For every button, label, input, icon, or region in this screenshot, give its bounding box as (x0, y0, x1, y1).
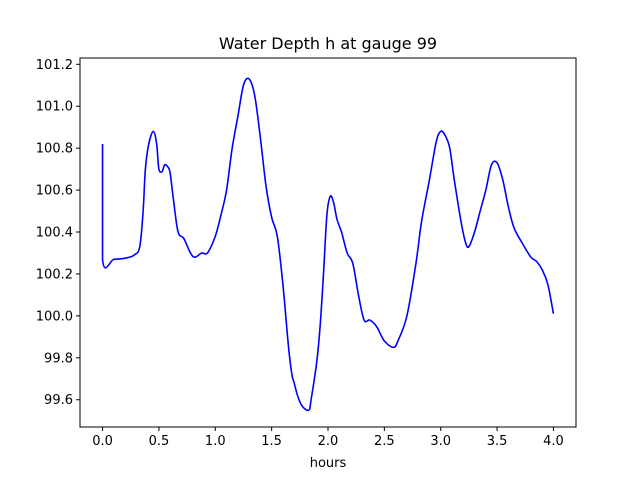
x-tick-label: 1.0 (205, 434, 226, 449)
y-tick-label: 100.4 (36, 226, 73, 241)
y-axis-ticks: 99.6 99.8 100.0 100.2 100.4 100.6 100.8 101.0 10… (36, 58, 80, 408)
y-tick-label: 101.0 (36, 100, 73, 115)
x-tick-label: 0.0 (92, 434, 113, 449)
y-tick-label: 100.0 (36, 309, 73, 324)
series-layer (101, 77, 555, 412)
y-tick-label: 99.8 (44, 351, 73, 366)
x-tick-label: 2.0 (318, 434, 339, 449)
y-tick-label: 100.2 (36, 267, 73, 282)
x-tick-label: 4.0 (543, 434, 564, 449)
y-tick-label: 99.6 (44, 393, 73, 408)
x-tick-label: 3.5 (487, 434, 508, 449)
series-line (101, 77, 555, 412)
x-tick-label: 2.5 (374, 434, 395, 449)
plot-area-frame (79, 57, 577, 428)
x-axis-label: hours (310, 456, 347, 471)
chart-title: Water Depth h at gauge 99 (219, 34, 437, 53)
x-tick-label: 3.0 (430, 434, 451, 449)
x-tick-label: 1.5 (261, 434, 282, 449)
y-tick-label: 100.8 (36, 142, 73, 157)
x-tick-label: 0.5 (149, 434, 170, 449)
x-axis-ticks: 0.0 0.5 1.0 1.5 2.0 2.5 3.0 3.5 4.0 (92, 427, 564, 449)
y-tick-label: 101.2 (36, 58, 73, 73)
y-tick-label: 100.6 (36, 184, 73, 199)
